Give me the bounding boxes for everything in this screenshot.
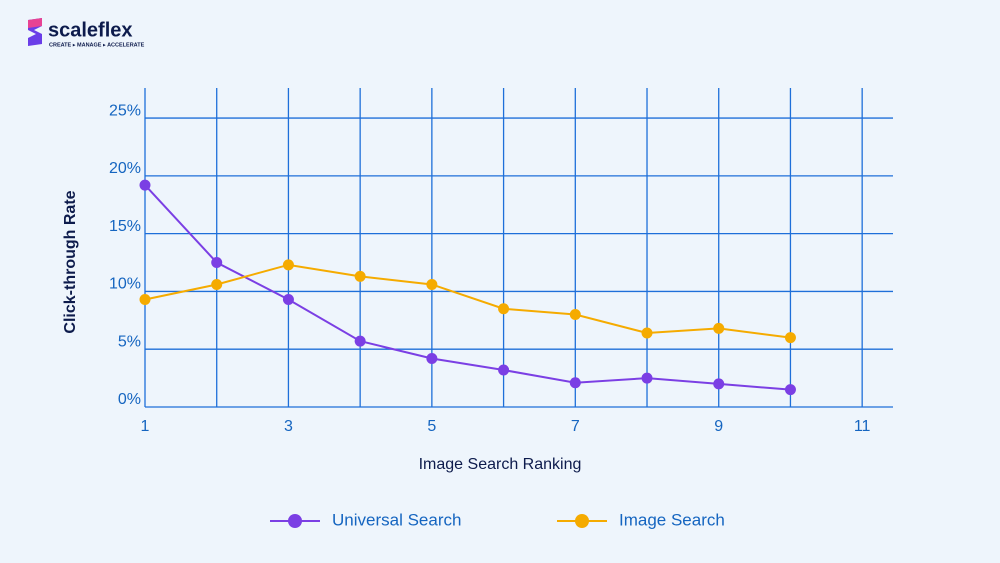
logo-name: scaleflex <box>48 19 133 41</box>
x-tick-label: 3 <box>284 418 293 435</box>
y-tick-label: 5% <box>118 333 141 350</box>
data-point <box>713 378 725 390</box>
data-point <box>713 322 725 334</box>
legend-marker <box>575 514 589 528</box>
x-axis-label: Image Search Ranking <box>419 456 582 473</box>
data-point <box>569 377 581 389</box>
y-tick-label: 10% <box>109 276 141 293</box>
legend-label: Image Search <box>619 510 725 529</box>
y-axis-label: Click-through Rate <box>62 190 79 333</box>
data-point <box>784 332 796 344</box>
data-point <box>211 257 223 269</box>
data-point <box>426 352 438 364</box>
legend-label: Universal Search <box>332 510 461 529</box>
data-point <box>139 179 151 191</box>
data-point <box>426 278 438 290</box>
legend-marker <box>288 514 302 528</box>
data-point <box>498 364 510 376</box>
y-tick-label: 25% <box>109 102 141 119</box>
series-line <box>144 263 791 339</box>
data-point <box>784 384 796 396</box>
x-tick-label: 1 <box>141 418 150 435</box>
data-point <box>354 335 366 347</box>
data-point <box>282 294 294 306</box>
x-tick-label: 7 <box>571 418 580 435</box>
x-tick-label: 9 <box>714 418 723 435</box>
y-tick-label: 20% <box>109 160 141 177</box>
data-point <box>211 278 223 290</box>
logo-icon-accent <box>28 18 42 28</box>
y-tick-label: 15% <box>109 218 141 235</box>
data-point <box>139 294 151 306</box>
data-point <box>641 372 653 384</box>
x-tick-label: 5 <box>427 418 436 435</box>
series-line <box>144 184 791 391</box>
data-point <box>641 327 653 339</box>
data-point <box>354 270 366 282</box>
data-point <box>282 259 294 271</box>
y-tick-label: 0% <box>118 391 141 408</box>
x-tick-label: 11 <box>854 418 871 435</box>
data-point <box>498 303 510 315</box>
data-point <box>569 309 581 321</box>
logo-tagline: CREATE ▸ MANAGE ▸ ACCELERATE <box>49 42 145 48</box>
logo: scaleflex CREATE ▸ MANAGE ▸ ACCELERATE <box>28 18 145 48</box>
